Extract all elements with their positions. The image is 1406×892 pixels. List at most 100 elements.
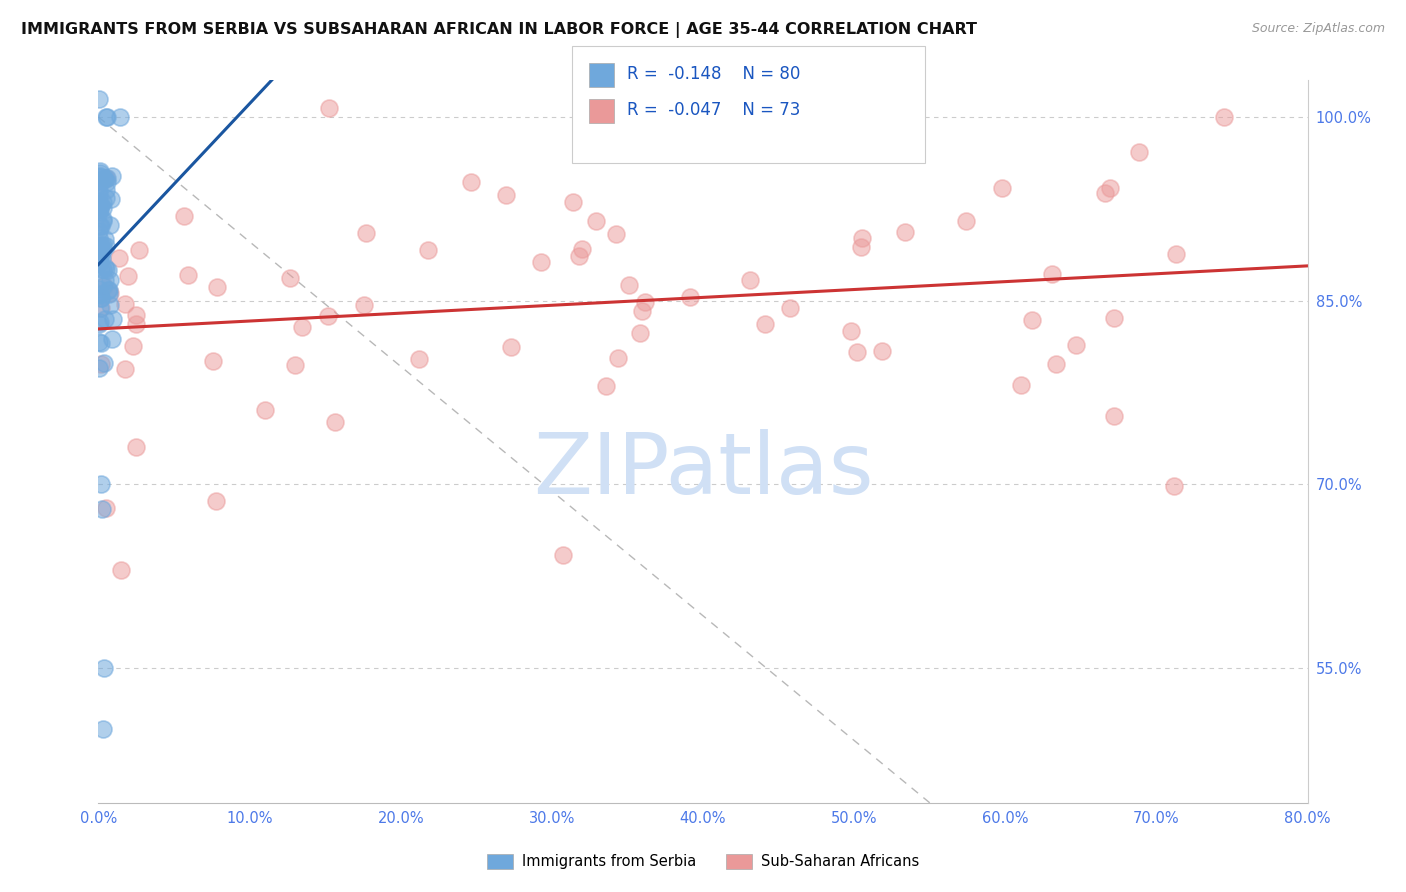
Point	[89, 251, 111, 265]
Point	[87, 255, 110, 269]
Point	[90, 301, 112, 315]
Point	[94, 192, 117, 206]
Point	[87, 247, 110, 261]
Point	[568, 249, 591, 263]
Point	[87, 281, 110, 295]
Point	[1021, 313, 1043, 327]
Point	[114, 362, 136, 376]
Point	[128, 243, 150, 257]
Point	[89, 183, 111, 197]
Text: ZIPatlas: ZIPatlas	[533, 429, 873, 512]
Point	[98, 286, 121, 301]
Point	[89, 178, 111, 193]
Point	[205, 494, 228, 508]
Point	[495, 188, 517, 202]
Point	[845, 345, 868, 359]
Point	[851, 240, 873, 254]
Point	[94, 273, 117, 287]
Point	[94, 232, 117, 246]
Point	[89, 219, 111, 233]
Point	[89, 334, 111, 349]
Point	[1040, 267, 1063, 281]
Point	[605, 227, 627, 241]
Point	[100, 332, 122, 346]
Point	[90, 262, 112, 277]
Point	[408, 352, 430, 367]
Point	[1066, 337, 1088, 351]
Point	[89, 287, 111, 301]
Point	[353, 297, 375, 311]
Point	[839, 324, 862, 338]
Point	[90, 244, 112, 258]
Point	[117, 268, 139, 283]
Point	[90, 291, 112, 305]
Point	[94, 501, 117, 516]
Point	[955, 214, 977, 228]
Point	[173, 209, 195, 223]
Point	[114, 297, 136, 311]
Point	[90, 335, 112, 350]
Point	[1213, 110, 1236, 124]
Point	[91, 251, 114, 265]
Point	[87, 186, 110, 201]
Point	[205, 280, 228, 294]
Text: R =  -0.148    N = 80: R = -0.148 N = 80	[627, 65, 800, 83]
Point	[103, 311, 125, 326]
Point	[108, 110, 131, 124]
Point	[96, 262, 118, 277]
Point	[607, 351, 630, 366]
Point	[87, 92, 110, 106]
Point	[89, 166, 111, 180]
Point	[91, 723, 114, 737]
Point	[89, 164, 111, 178]
Point	[1045, 357, 1067, 371]
Point	[94, 312, 117, 326]
Point	[291, 319, 314, 334]
Point	[91, 237, 114, 252]
Point	[125, 317, 148, 331]
Point	[1104, 409, 1126, 424]
Point	[87, 169, 110, 184]
Point	[738, 273, 761, 287]
Point	[1128, 145, 1150, 160]
Point	[530, 255, 553, 269]
Point	[501, 340, 523, 354]
Point	[125, 440, 148, 454]
Point	[316, 310, 339, 324]
Point	[98, 218, 121, 232]
Point	[108, 251, 131, 265]
Point	[93, 171, 115, 186]
Point	[87, 256, 110, 270]
Point	[89, 357, 111, 371]
Point	[91, 212, 114, 227]
Point	[595, 379, 617, 393]
Point	[89, 238, 111, 252]
Point	[1099, 181, 1122, 195]
Point	[91, 239, 114, 253]
Point	[323, 415, 346, 429]
Point	[90, 246, 112, 260]
Point	[91, 244, 114, 259]
Point	[991, 181, 1014, 195]
Point	[1094, 186, 1116, 201]
Point	[96, 171, 118, 186]
Point	[122, 339, 145, 353]
Point	[91, 262, 114, 277]
Point	[460, 175, 482, 189]
Point	[87, 246, 110, 260]
Point	[1164, 247, 1187, 261]
Point	[98, 287, 121, 301]
Point	[89, 360, 111, 375]
Point	[89, 174, 111, 188]
Point	[87, 288, 110, 302]
Point	[94, 171, 117, 186]
Point	[87, 223, 110, 237]
Point	[318, 101, 340, 115]
Point	[870, 344, 893, 359]
Point	[110, 563, 132, 577]
Point	[93, 278, 115, 293]
Point	[851, 231, 873, 245]
Point	[98, 273, 121, 287]
Point	[91, 214, 114, 228]
Point	[89, 202, 111, 217]
